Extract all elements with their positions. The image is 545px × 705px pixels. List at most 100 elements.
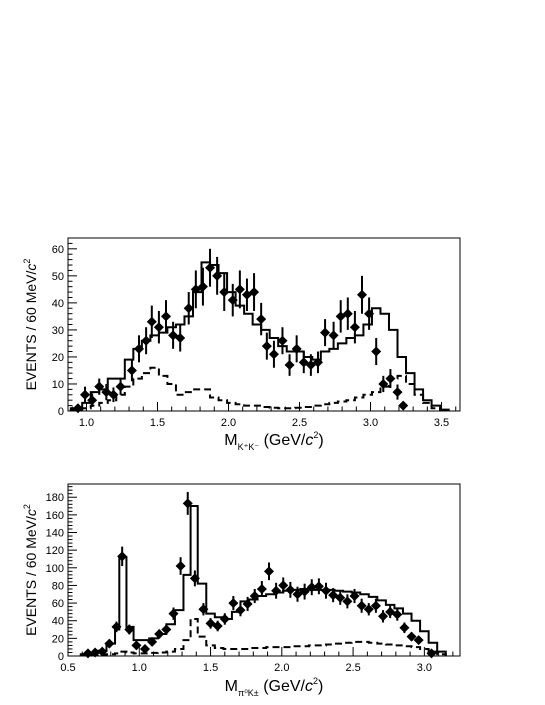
diamond-marker xyxy=(313,581,324,592)
diamond-marker xyxy=(392,387,403,398)
y-tick-label: 0 xyxy=(58,406,64,418)
y-tick-label: 20 xyxy=(52,352,64,364)
data-point xyxy=(342,594,353,609)
diamond-marker xyxy=(268,349,279,360)
data-point xyxy=(263,562,274,581)
diamond-marker xyxy=(212,621,223,632)
diamond-marker xyxy=(256,583,267,594)
diamond-marker xyxy=(306,582,317,593)
x-tick-label: 0.5 xyxy=(60,662,75,674)
x-tick-label: 1.0 xyxy=(132,662,147,674)
y-axis-title: EVENTS / 60 MeV/c2 xyxy=(22,504,39,636)
diamond-marker xyxy=(364,308,375,319)
data-point xyxy=(212,256,223,295)
data-point xyxy=(147,636,158,647)
diamond-marker xyxy=(261,341,272,352)
data-point xyxy=(313,578,324,595)
data-point xyxy=(219,613,230,625)
data-point xyxy=(234,270,245,309)
data-point xyxy=(320,319,331,347)
x-tick-label: 1.0 xyxy=(79,417,94,429)
diamond-marker xyxy=(356,600,367,611)
y-tick-label: 50 xyxy=(52,271,64,283)
diamond-marker xyxy=(108,389,119,400)
y-tick-label: 10 xyxy=(52,379,64,391)
diamond-marker xyxy=(104,638,115,649)
y-tick-label: 140 xyxy=(46,528,64,540)
data-point xyxy=(108,387,119,403)
data-point xyxy=(378,375,389,393)
diamond-marker xyxy=(205,262,216,273)
x-tick-label: 1.5 xyxy=(203,662,218,674)
diamond-marker xyxy=(139,643,150,654)
diamond-marker xyxy=(263,566,274,577)
diamond-marker xyxy=(426,648,437,659)
diamond-marker xyxy=(115,381,126,392)
diamond-marker xyxy=(378,611,389,622)
diamond-marker xyxy=(189,573,200,584)
data-point xyxy=(413,635,424,646)
diamond-marker xyxy=(82,648,93,659)
y-tick-label: 40 xyxy=(52,616,64,628)
background-histogram xyxy=(79,617,447,657)
data-point xyxy=(90,647,101,658)
diamond-marker xyxy=(94,381,105,392)
diamond-marker xyxy=(111,621,122,632)
data-point xyxy=(426,648,437,659)
data-point xyxy=(175,324,186,352)
data-point xyxy=(175,557,186,575)
data-point xyxy=(378,610,389,623)
y-axis-title: EVENTS / 60 MeV/c2 xyxy=(22,259,39,391)
data-point xyxy=(299,583,310,600)
diamond-marker xyxy=(291,343,302,354)
diamond-marker xyxy=(117,551,128,562)
diamond-marker xyxy=(183,303,194,314)
y-tick-label: 120 xyxy=(46,545,64,557)
data-point xyxy=(242,596,253,612)
diamond-marker xyxy=(256,314,267,325)
data-point xyxy=(227,283,238,317)
diamond-marker xyxy=(131,640,142,651)
x-tick-label: 2.5 xyxy=(345,662,360,674)
diamond-marker xyxy=(219,613,230,624)
data-point xyxy=(335,590,346,605)
data-point xyxy=(363,603,374,616)
y-tick-label: 180 xyxy=(46,492,64,504)
diamond-marker xyxy=(378,378,389,389)
diamond-marker xyxy=(72,403,83,414)
data-point xyxy=(134,335,145,363)
diamond-marker xyxy=(219,287,230,298)
x-tick-label: 2.0 xyxy=(221,417,236,429)
data-point xyxy=(298,351,309,374)
data-point xyxy=(104,638,115,649)
data-point xyxy=(392,608,403,621)
diamond-marker xyxy=(406,631,417,642)
x-axis-title: Mπ⁰K± (GeV/c2) xyxy=(225,676,324,698)
diamond-marker xyxy=(126,365,137,376)
data-point xyxy=(168,607,179,620)
data-point xyxy=(278,577,289,594)
diamond-marker xyxy=(97,646,108,657)
plot-frame xyxy=(67,237,461,412)
data-point xyxy=(256,581,267,597)
data-point xyxy=(312,351,323,374)
y-tick-label: 100 xyxy=(46,563,64,575)
diamond-marker xyxy=(321,585,332,596)
data-point xyxy=(385,369,396,389)
diamond-marker xyxy=(335,592,346,603)
diamond-marker xyxy=(182,498,193,509)
data-point xyxy=(235,603,246,617)
diamond-marker xyxy=(134,343,145,354)
data-point xyxy=(124,624,135,635)
data-point xyxy=(87,393,98,407)
diamond-marker xyxy=(168,608,179,619)
fit-total-histogram xyxy=(69,261,450,411)
y-tick-label: 40 xyxy=(52,298,64,310)
data-point xyxy=(357,275,367,314)
diamond-marker xyxy=(349,322,360,333)
diamond-marker xyxy=(80,389,91,400)
diamond-marker xyxy=(212,270,223,281)
diamond-marker xyxy=(342,596,353,607)
diamond-marker xyxy=(357,289,367,300)
